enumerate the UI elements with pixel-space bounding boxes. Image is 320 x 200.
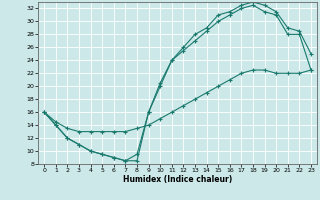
X-axis label: Humidex (Indice chaleur): Humidex (Indice chaleur) <box>123 175 232 184</box>
